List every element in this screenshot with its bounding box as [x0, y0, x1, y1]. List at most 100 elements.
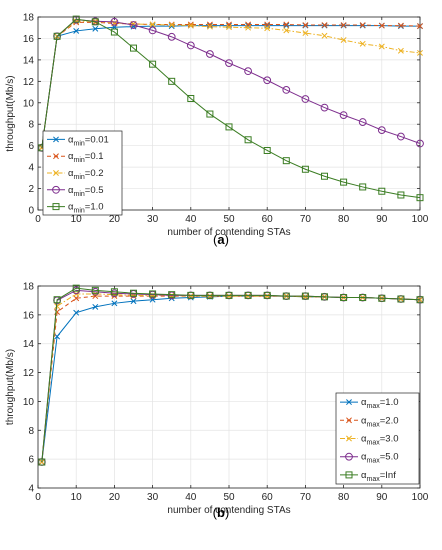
data-point	[378, 187, 386, 195]
data-point	[245, 24, 252, 31]
data-point	[301, 95, 310, 103]
data-point	[320, 103, 329, 112]
data-point	[397, 132, 405, 141]
data-point	[72, 15, 80, 23]
data-point	[301, 292, 309, 300]
x-tick-label: 30	[147, 214, 159, 225]
data-point	[73, 295, 80, 302]
data-point	[397, 22, 404, 29]
data-point	[226, 21, 232, 28]
data-point	[263, 146, 271, 154]
data-point	[321, 32, 328, 39]
data-point	[38, 458, 46, 466]
data-point	[264, 293, 271, 300]
data-point	[54, 333, 61, 340]
legend-marker	[346, 417, 352, 424]
y-tick-label: 2	[28, 184, 34, 195]
x-tick-label: 0	[35, 214, 41, 225]
y-axis-label: throughput(Mb/s)	[5, 75, 16, 151]
data-point	[321, 172, 328, 180]
x-tick-label: 40	[185, 214, 197, 225]
legend-marker	[53, 170, 59, 176]
data-point	[73, 309, 80, 316]
y-tick-label: 16	[23, 310, 35, 321]
data-point	[187, 291, 195, 299]
x-axis-label: number of contending STAs	[167, 505, 290, 516]
series-4	[38, 15, 424, 202]
y-tick-label: 6	[28, 141, 34, 152]
y-tick-label: 4	[28, 163, 34, 174]
legend-entry: αmin=0.2	[47, 168, 104, 181]
x-tick-label: 80	[338, 214, 350, 225]
data-point	[378, 22, 385, 29]
data-point	[359, 22, 366, 28]
y-tick-label: 10	[23, 98, 35, 109]
y-tick-label: 14	[23, 55, 35, 66]
data-point	[302, 30, 309, 37]
data-point	[378, 294, 386, 302]
x-tick-label: 0	[35, 492, 41, 503]
y-axis-label: throughput(Mb/s)	[5, 349, 16, 425]
data-point	[186, 41, 195, 50]
data-point	[148, 26, 157, 35]
x-tick-label: 20	[109, 214, 121, 225]
data-point	[416, 194, 424, 202]
data-point	[110, 28, 118, 36]
series-line	[41, 19, 421, 148]
data-point	[187, 22, 194, 29]
legend-marker	[53, 136, 59, 143]
data-point	[340, 22, 347, 28]
data-point	[244, 67, 253, 76]
data-point	[167, 32, 176, 41]
data-point	[339, 111, 348, 120]
data-point	[378, 43, 385, 50]
data-point	[73, 27, 80, 34]
data-point	[206, 291, 214, 299]
data-point	[53, 32, 61, 40]
data-point	[187, 21, 194, 28]
data-point	[225, 59, 233, 68]
legend-label: αmin=0.1	[68, 151, 104, 164]
x-tick-label: 60	[262, 214, 274, 225]
legend-entry: αmax=3.0	[340, 434, 399, 447]
data-point	[168, 22, 175, 28]
panel-label: (a)	[213, 232, 229, 247]
legend: αmin=0.01 αmin=0.1 αmin=0.2 αmin=0.5 αmin=1.…	[42, 130, 123, 216]
y-tick-label: 4	[28, 484, 34, 495]
legend-label: αmax=2.0	[361, 415, 399, 428]
data-point	[72, 284, 80, 292]
data-point	[397, 47, 404, 54]
legend-marker	[345, 452, 353, 461]
data-point	[130, 44, 137, 52]
data-point	[187, 94, 195, 102]
legend-entry: αmax=Inf	[340, 470, 396, 483]
x-tick-label: 10	[71, 214, 83, 225]
data-point	[206, 22, 213, 29]
data-point	[226, 24, 232, 31]
data-point	[263, 291, 271, 299]
y-tick-label: 16	[23, 34, 35, 45]
data-point	[206, 50, 214, 58]
legend-marker	[52, 185, 60, 194]
legend-label: αmax=1.0	[361, 397, 399, 410]
data-point	[92, 25, 99, 32]
x-tick-label: 80	[338, 492, 350, 503]
x-tick-label: 70	[300, 492, 312, 503]
data-point	[245, 293, 252, 300]
data-point	[264, 25, 271, 32]
data-point	[206, 23, 213, 30]
data-point	[340, 178, 348, 186]
data-point	[359, 40, 366, 47]
data-point	[110, 288, 118, 296]
data-point	[206, 293, 213, 300]
data-point	[283, 27, 290, 34]
data-point	[397, 295, 405, 303]
x-tick-label: 50	[223, 214, 235, 225]
data-point	[54, 303, 61, 310]
y-tick-label: 12	[23, 77, 35, 88]
data-point	[282, 157, 290, 165]
x-tick-label: 90	[376, 492, 388, 503]
x-tick-label: 70	[300, 214, 312, 225]
data-point	[377, 126, 386, 135]
y-tick-label: 8	[28, 120, 34, 131]
